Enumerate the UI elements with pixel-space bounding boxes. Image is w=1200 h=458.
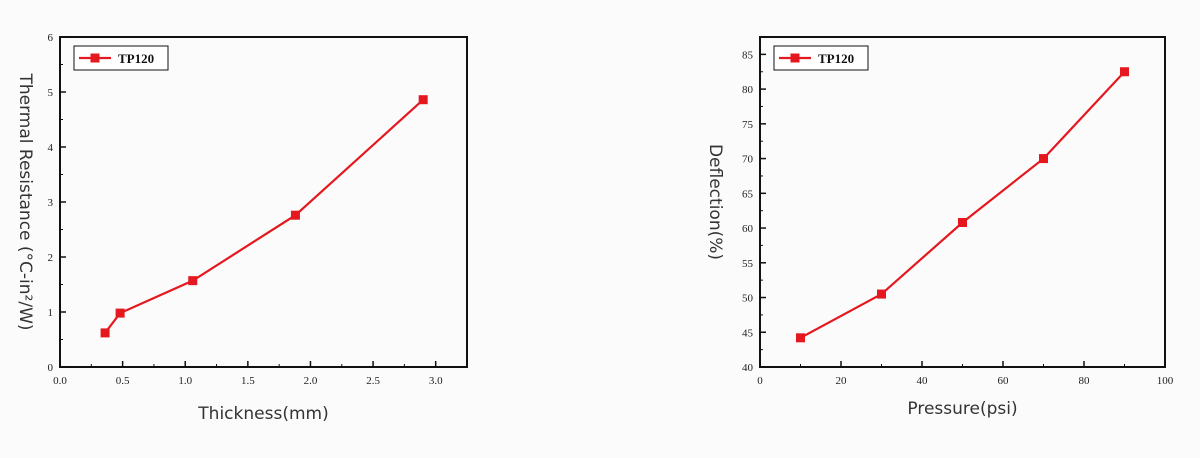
x-tick-label: 60 [998,375,1010,387]
data-point-marker [418,95,428,105]
series-line [799,70,1126,339]
data-point-marker [100,328,110,338]
chart-1: 0.0 0.5 1.0 1.5 2.0 2.5 3.0 0 1 2 3 4 5 6 Thickness(mm… [15,32,468,424]
plot-frame [759,36,1166,368]
x-tick-label: 1.0 [178,375,192,387]
x-tick-label: 100 [1157,375,1174,387]
data-point-marker [290,210,300,220]
y-axis-title: Thermal Resistance (°C-in²/W) [15,72,35,330]
data-point-marker [1120,67,1129,77]
y-tick-label: 50 [742,293,754,305]
x-tick-label: 1.5 [241,375,255,387]
series-line [104,98,424,334]
y-tick-label: 70 [742,154,754,166]
y-tick-label: 2 [48,252,54,264]
chart-2: 0 20 40 60 80 100 40 45 50 55 60 65 70 75 80 85 Pressure… [705,36,1174,419]
legend-marker [790,53,800,63]
data-point-marker [188,276,198,286]
y-tick-label: 65 [742,188,754,200]
legend-marker [90,53,100,63]
y-tick-label: 40 [742,362,754,374]
y-axis-title: Deflection(%) [705,144,725,260]
legend-label: TP120 [118,51,154,66]
y-tick-label: 85 [742,49,754,61]
legend-box [73,45,169,71]
x-tick-label: 0 [757,375,763,387]
y-tick-label: 3 [48,197,54,209]
y-tick-label: 80 [742,84,754,96]
data-point-marker [1039,154,1048,164]
x-tick-label: 3.0 [429,375,443,387]
data-point-marker [958,217,967,227]
x-tick-label: 0.5 [116,375,130,387]
y-tick-label: 5 [48,87,54,99]
y-tick-label: 55 [742,258,754,270]
legend-label: TP120 [818,51,854,66]
data-point-marker [877,289,886,299]
y-tick-label: 60 [742,223,754,235]
y-tick-label: 4 [48,142,54,154]
x-axis-title: Thickness(mm) [197,404,328,424]
y-tick-label: 45 [742,327,754,339]
y-tick-label: 75 [742,119,754,131]
x-tick-label: 2.0 [304,375,318,387]
x-tick-label: 0.0 [53,375,67,387]
x-tick-label: 20 [836,375,848,387]
y-tick-label: 0 [48,362,54,374]
x-tick-label: 40 [917,375,929,387]
x-axis-title: Pressure(psi) [907,399,1017,419]
x-tick-label: 80 [1079,375,1091,387]
y-tick-label: 6 [48,32,54,44]
x-tick-label: 2.5 [366,375,380,387]
data-point-marker [796,333,805,343]
y-tick-label: 1 [48,307,54,319]
data-point-marker [115,308,125,318]
